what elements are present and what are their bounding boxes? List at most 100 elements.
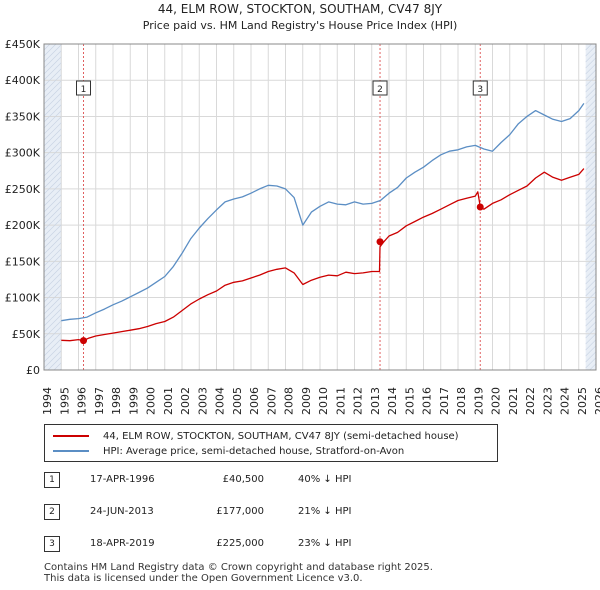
shade-hatch xyxy=(43,152,62,171)
shade-hatch xyxy=(585,207,597,219)
x-tick-label: 2011 xyxy=(334,387,347,415)
x-tick-label: 1997 xyxy=(93,387,106,415)
shade-hatch xyxy=(43,200,62,219)
shade-hatch xyxy=(585,141,597,153)
shade-hatch xyxy=(43,254,62,273)
shade-hatch xyxy=(585,57,597,69)
x-tick-label: 2005 xyxy=(231,387,244,415)
shade-hatch xyxy=(43,188,62,207)
shade-hatch xyxy=(585,117,597,129)
sale-hpi-diff: 40% ↓ HPI xyxy=(298,474,352,485)
y-tick-label: £100K xyxy=(5,292,41,305)
shade-hatch xyxy=(585,279,597,291)
shade-hatch xyxy=(43,344,62,363)
x-tick-label: 2004 xyxy=(214,387,227,415)
shade-hatch xyxy=(585,201,597,213)
shade-hatch xyxy=(585,261,597,273)
sale-marker-box xyxy=(472,80,488,96)
shade-hatch xyxy=(43,56,62,75)
shade-hatch xyxy=(585,63,597,75)
y-tick-label: £50K xyxy=(12,328,41,341)
shade-hatch xyxy=(43,296,62,315)
shade-hatch xyxy=(585,213,597,225)
y-tick-label: £0 xyxy=(26,364,40,377)
sale-hpi-diff: 23% ↓ HPI xyxy=(298,538,352,549)
x-tick-label: 1994 xyxy=(41,387,54,415)
shade-hatch xyxy=(585,225,597,237)
legend-item-hpi: HPI: Average price, semi-detached house,… xyxy=(53,444,404,458)
shade-hatch xyxy=(43,86,62,105)
shade-hatch xyxy=(43,338,62,357)
shade-hatch xyxy=(585,297,597,309)
shade-hatch xyxy=(43,80,62,99)
sale-row: 3 18-APR-2019 £225,000 23% ↓ HPI xyxy=(44,536,444,556)
sale-price: £177,000 xyxy=(216,506,264,517)
shade-hatch xyxy=(585,273,597,285)
property-series-line xyxy=(61,168,585,342)
sale-number-badge: 3 xyxy=(44,536,60,552)
x-tick-label: 2008 xyxy=(283,387,296,415)
shade-hatch xyxy=(585,123,597,135)
shade-hatch xyxy=(43,62,62,81)
shade-hatch xyxy=(585,231,597,243)
shade-hatch xyxy=(43,326,62,345)
shade-hatch xyxy=(43,248,62,267)
shade-hatch xyxy=(585,315,597,327)
sale-point xyxy=(376,238,384,246)
y-tick-label: £250K xyxy=(5,183,41,196)
shade-hatch xyxy=(43,230,62,249)
sale-date: 18-APR-2019 xyxy=(90,538,155,549)
shade-hatch xyxy=(43,212,62,231)
shade-hatch xyxy=(585,177,597,189)
shade-hatch xyxy=(53,362,62,371)
y-tick-label: £400K xyxy=(5,74,41,87)
footer-line-1: Contains HM Land Registry data © Crown c… xyxy=(44,562,433,573)
shade-hatch xyxy=(43,290,62,309)
x-tick-label: 2016 xyxy=(421,387,434,415)
x-tick-label: 2006 xyxy=(248,387,261,415)
shade-hatch xyxy=(43,146,62,165)
shade-hatch xyxy=(585,129,597,141)
shade-hatch xyxy=(43,116,62,135)
shade-hatch xyxy=(585,189,597,201)
x-tick-label: 2001 xyxy=(162,387,175,415)
sale-date: 17-APR-1996 xyxy=(90,474,155,485)
pre-data-shade xyxy=(44,44,62,370)
shade-hatch xyxy=(585,99,597,111)
chart-legend: 44, ELM ROW, STOCKTON, SOUTHAM, CV47 8JY… xyxy=(44,424,498,462)
y-tick-label: £350K xyxy=(5,110,41,123)
shade-hatch xyxy=(585,165,597,177)
shade-hatch xyxy=(43,43,51,51)
shade-hatch xyxy=(43,278,62,297)
shade-hatch xyxy=(585,111,597,123)
shade-hatch xyxy=(585,195,597,207)
x-tick-label: 2025 xyxy=(576,387,589,415)
shade-hatch xyxy=(43,68,62,87)
shade-hatch xyxy=(43,320,62,339)
shade-hatch xyxy=(43,272,62,291)
shade-hatch xyxy=(43,224,62,243)
shade-hatch xyxy=(585,171,597,183)
shade-hatch xyxy=(585,309,597,321)
shade-hatch xyxy=(43,43,57,57)
sale-number-badge: 2 xyxy=(44,504,60,520)
shade-hatch xyxy=(585,285,597,297)
shade-hatch xyxy=(43,206,62,225)
shade-hatch xyxy=(43,266,62,285)
x-tick-label: 1999 xyxy=(127,387,140,415)
x-tick-label: 2017 xyxy=(438,387,451,415)
shade-hatch xyxy=(43,50,62,69)
x-tick-label: 2003 xyxy=(196,387,209,415)
sale-marker-label: 1 xyxy=(81,85,87,95)
sale-marker-label: 3 xyxy=(477,85,483,95)
y-tick-label: £300K xyxy=(5,147,41,160)
x-tick-label: 1995 xyxy=(58,387,71,415)
y-tick-label: £150K xyxy=(5,255,41,268)
shade-hatch xyxy=(585,291,597,303)
shade-hatch xyxy=(585,303,597,315)
shade-hatch xyxy=(43,92,62,111)
x-tick-label: 2002 xyxy=(179,387,192,415)
shade-hatch xyxy=(43,134,62,153)
legend-item-property: 44, ELM ROW, STOCKTON, SOUTHAM, CV47 8JY… xyxy=(53,429,459,443)
sale-marker-box xyxy=(76,80,92,96)
